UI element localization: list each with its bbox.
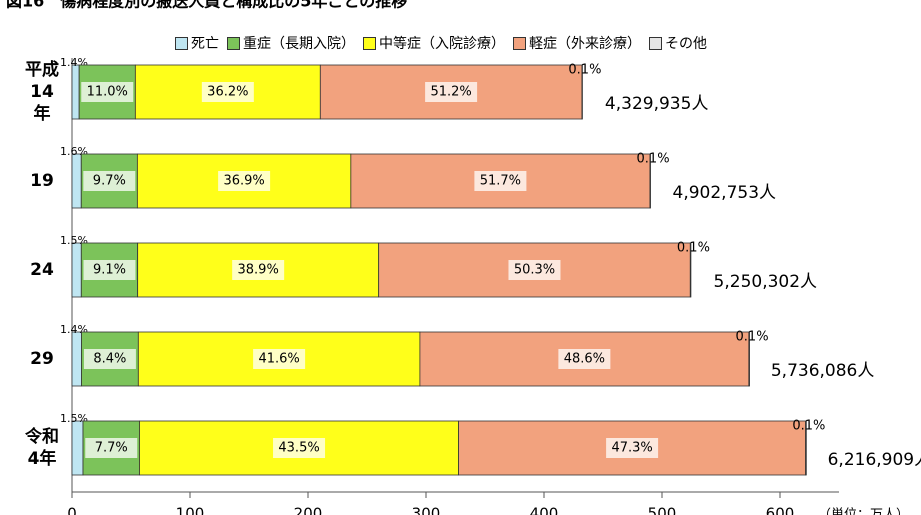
data-label-bg bbox=[201, 82, 254, 102]
total-label: 5,736,086人 bbox=[771, 361, 875, 381]
x-tick-label: 600 bbox=[766, 505, 795, 515]
data-label: 0.1% bbox=[677, 241, 710, 256]
data-label: 0.1% bbox=[637, 152, 670, 167]
data-label: 9.1% bbox=[93, 263, 126, 278]
bar-segment bbox=[71, 153, 82, 209]
data-label: 47.3% bbox=[611, 441, 652, 456]
data-label-bg bbox=[83, 349, 136, 369]
data-label: 1.4% bbox=[60, 323, 88, 336]
y-tick-label: 29 bbox=[30, 349, 54, 369]
bar-segment bbox=[649, 153, 651, 209]
bar-segment bbox=[581, 64, 583, 120]
data-label-bg bbox=[273, 438, 326, 458]
bar-segment bbox=[71, 64, 80, 120]
total-label: 4,329,935人 bbox=[605, 94, 709, 114]
x-tick-label: 100 bbox=[176, 505, 205, 515]
x-tick-label: 200 bbox=[294, 505, 323, 515]
legend-item: 中等症（入院診療） bbox=[363, 33, 505, 53]
data-label: 7.7% bbox=[95, 441, 128, 456]
legend-swatch bbox=[175, 36, 188, 50]
legend-label: 中等症（入院診療） bbox=[379, 36, 505, 52]
legend-label: 死亡 bbox=[191, 36, 219, 52]
x-tick-label: 300 bbox=[412, 505, 441, 515]
data-label: 0.1% bbox=[568, 63, 601, 78]
data-label: 41.6% bbox=[258, 352, 299, 367]
y-tick-label: 19 bbox=[30, 171, 54, 191]
legend-swatch bbox=[649, 36, 662, 50]
bar-segment bbox=[71, 331, 82, 387]
data-label: 8.4% bbox=[93, 352, 126, 367]
legend-swatch bbox=[513, 36, 526, 50]
total-label: 4,902,753人 bbox=[673, 183, 777, 203]
bar-segment bbox=[748, 331, 750, 387]
legend-item: その他 bbox=[649, 33, 707, 53]
legend-label: 軽症（外来診療） bbox=[529, 36, 641, 52]
legend: 死亡 重症（長期入院） 中等症（入院診療） 軽症（外来診療） その他 bbox=[175, 33, 707, 53]
legend-label: 重症（長期入院） bbox=[243, 36, 355, 52]
data-label: 0.1% bbox=[736, 330, 769, 345]
data-label: 43.5% bbox=[278, 441, 319, 456]
data-label: 36.2% bbox=[207, 85, 248, 100]
legend-item: 軽症（外来診療） bbox=[513, 33, 641, 53]
data-label-bg bbox=[81, 82, 134, 102]
data-label-bg bbox=[83, 260, 136, 280]
data-label-bg bbox=[232, 260, 285, 280]
x-axis-label: （単位：万人） bbox=[818, 507, 909, 515]
data-label: 36.9% bbox=[223, 174, 264, 189]
total-label: 5,250,302人 bbox=[714, 272, 818, 292]
y-tick-label: 24 bbox=[30, 260, 54, 280]
data-label: 11.0% bbox=[87, 85, 128, 100]
data-label: 51.2% bbox=[430, 85, 471, 100]
bar-segment bbox=[689, 242, 692, 298]
data-label: 1.5% bbox=[60, 412, 88, 425]
total-label: 6,216,909人 bbox=[828, 450, 921, 470]
legend-item: 重症（長期入院） bbox=[227, 33, 355, 53]
x-tick-label: 500 bbox=[648, 505, 677, 515]
data-label-bg bbox=[508, 260, 561, 280]
y-tick-label: 令和4年 bbox=[25, 427, 59, 469]
data-label: 0.1% bbox=[792, 419, 825, 434]
data-label-bg bbox=[425, 82, 478, 102]
bar-segment bbox=[805, 420, 807, 476]
data-label-bg bbox=[253, 349, 306, 369]
bar-segment bbox=[71, 242, 82, 298]
data-label-bg bbox=[85, 438, 138, 458]
bar-segment bbox=[71, 420, 84, 476]
legend-swatch bbox=[363, 36, 376, 50]
data-label-bg bbox=[83, 171, 136, 191]
data-label-bg bbox=[474, 171, 527, 191]
data-label: 48.6% bbox=[564, 352, 605, 367]
x-tick-label: 0 bbox=[67, 505, 77, 515]
data-label: 51.7% bbox=[480, 174, 521, 189]
data-label: 9.7% bbox=[93, 174, 126, 189]
data-label-bg bbox=[558, 349, 611, 369]
data-label-bg bbox=[218, 171, 271, 191]
legend-item: 死亡 bbox=[175, 33, 219, 53]
legend-swatch bbox=[227, 36, 240, 50]
data-label-bg bbox=[606, 438, 659, 458]
legend-label: その他 bbox=[665, 36, 707, 52]
y-tick-label: 平成14年 bbox=[25, 60, 59, 124]
data-label: 50.3% bbox=[514, 263, 555, 278]
chart-title: 図16 傷病程度別の搬送人員と構成比の5年ごとの推移 bbox=[6, 0, 407, 11]
x-tick-label: 400 bbox=[530, 505, 559, 515]
data-label: 38.9% bbox=[238, 263, 279, 278]
